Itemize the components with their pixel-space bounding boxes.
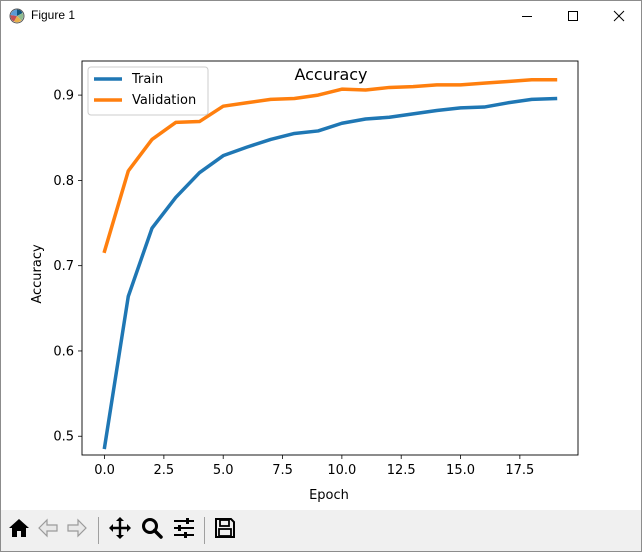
x-tick-label: 15.0 xyxy=(446,463,475,478)
close-icon xyxy=(613,7,625,26)
x-tick-label: 5.0 xyxy=(213,463,234,478)
x-axis-label: Epoch xyxy=(309,488,349,503)
save-button[interactable] xyxy=(211,516,239,544)
back-button[interactable] xyxy=(34,516,62,544)
legend-label-validation: Validation xyxy=(132,93,196,108)
configure-subplots-button[interactable] xyxy=(170,516,198,544)
y-tick-label: 0.9 xyxy=(53,89,74,104)
y-tick-label: 0.8 xyxy=(53,174,74,189)
x-tick-label: 7.5 xyxy=(272,463,293,478)
series-line-train xyxy=(102,96,558,450)
home-icon xyxy=(7,516,31,544)
chart-title: Accuracy xyxy=(294,65,367,84)
close-button[interactable] xyxy=(596,1,642,31)
y-tick-label: 0.7 xyxy=(53,259,74,274)
y-tick-label: 0.5 xyxy=(53,430,74,445)
series-line-validation xyxy=(102,78,558,254)
x-tick-label: 12.5 xyxy=(387,463,416,478)
minimize-icon xyxy=(521,7,533,26)
maximize-icon xyxy=(567,7,579,26)
x-tick-label: 0.0 xyxy=(94,463,115,478)
toolbar-separator xyxy=(204,517,205,544)
forward-button[interactable] xyxy=(63,516,91,544)
navigation-toolbar xyxy=(1,510,641,551)
legend: Train Validation xyxy=(87,66,209,116)
pan-button[interactable] xyxy=(106,516,134,544)
x-tick-label: 17.5 xyxy=(505,463,534,478)
magnifier-icon xyxy=(140,516,164,544)
arrow-left-icon xyxy=(36,516,60,544)
y-tick-label: 0.6 xyxy=(53,344,74,359)
accuracy-chart: 0.0 2.5 5.0 7.5 10.0 12.5 15.0 17.5 0.5 0.6 0.7 0.… xyxy=(30,60,579,503)
sliders-icon xyxy=(172,516,196,544)
move-icon xyxy=(108,516,132,544)
zoom-button[interactable] xyxy=(138,516,166,544)
floppy-disk-icon xyxy=(213,516,237,544)
arrow-right-icon xyxy=(65,516,89,544)
title-bar[interactable]: Figure 1 xyxy=(1,1,641,32)
figure-canvas[interactable]: 0.0 2.5 5.0 7.5 10.0 12.5 15.0 17.5 0.5 0.6 0.7 0.… xyxy=(1,32,641,510)
window-title: Figure 1 xyxy=(31,8,76,22)
axes-frame xyxy=(81,60,579,456)
toolbar-separator xyxy=(98,517,99,544)
x-tick-label: 10.0 xyxy=(327,463,356,478)
x-tick-label: 2.5 xyxy=(154,463,175,478)
matplotlib-logo-icon xyxy=(9,8,25,24)
minimize-button[interactable] xyxy=(504,1,550,31)
legend-label-train: Train xyxy=(131,72,163,87)
y-axis-label: Accuracy xyxy=(30,244,45,304)
plot-area xyxy=(82,61,578,455)
home-button[interactable] xyxy=(5,516,33,544)
maximize-button[interactable] xyxy=(550,1,596,31)
